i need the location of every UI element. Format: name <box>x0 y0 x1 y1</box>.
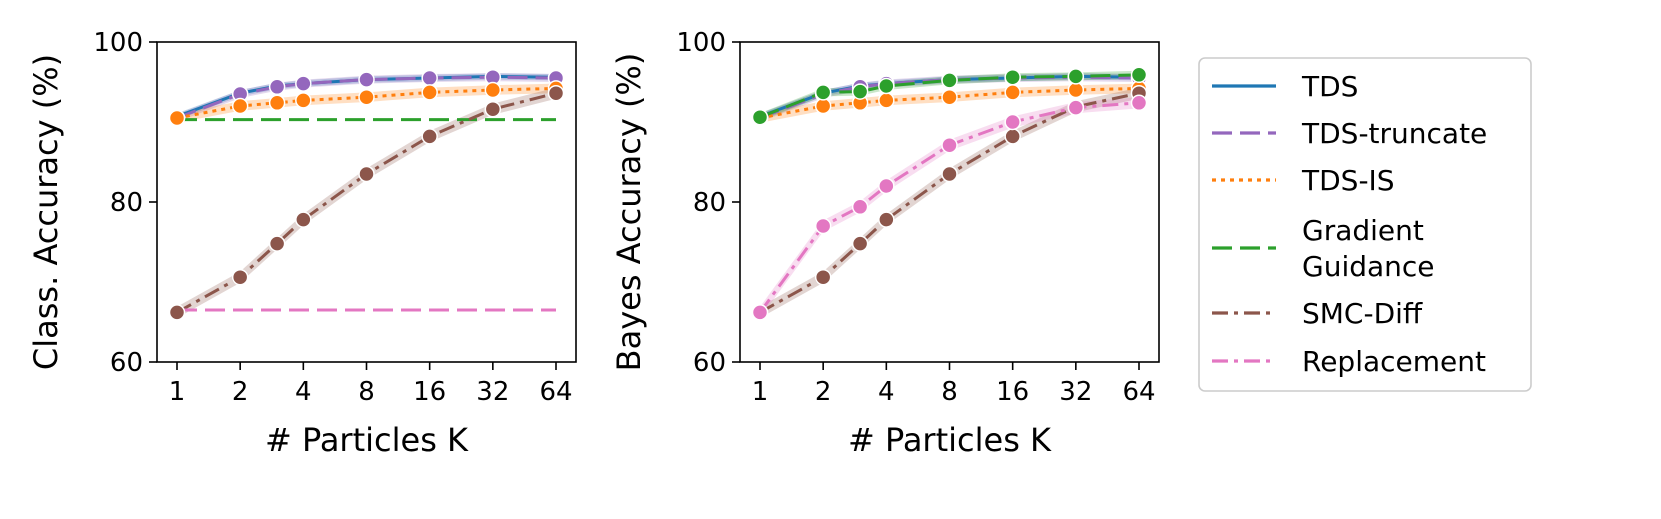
y-axis-label: Class. Accuracy (%) <box>27 54 65 370</box>
point-smc-diff-k8 <box>358 165 375 183</box>
point-smc-diff-k8 <box>941 165 958 183</box>
point-tds-is-k4 <box>295 92 312 109</box>
plot-area <box>168 68 565 321</box>
legend-label-tds-truncate: TDS-truncate <box>1301 117 1487 150</box>
x-tick-label: 64 <box>1122 377 1155 407</box>
point-tds-truncate-k16 <box>421 69 438 87</box>
point-tds-is-k16 <box>1004 84 1021 101</box>
point-gradient-guidance-k8 <box>941 72 958 89</box>
band-tds-is <box>177 83 556 123</box>
series-line-smc-diff <box>176 91 557 314</box>
point-gradient-guidance-k16 <box>1004 68 1021 86</box>
point-tds-is-k1 <box>168 109 186 127</box>
point-tds-truncate-k4 <box>295 75 312 92</box>
legend-box <box>1198 57 1532 392</box>
point-replacement-k4 <box>878 177 895 195</box>
point-gradient-guidance-k4 <box>878 77 895 95</box>
point-gradient-guidance-k1 <box>751 108 769 126</box>
x-tick-label: 16 <box>996 377 1029 407</box>
x-tick-label: 64 <box>539 377 572 407</box>
x-axis-label: # Particles K <box>265 421 469 459</box>
point-gradient-guidance-k32 <box>1067 68 1085 85</box>
point-smc-diff-k4 <box>295 211 312 228</box>
point-tds-is-k8 <box>358 88 375 106</box>
point-smc-diff-k16 <box>1004 128 1021 145</box>
y-tick-label: 60 <box>110 348 143 378</box>
point-smc-diff-k3 <box>851 235 869 252</box>
band-smc-diff <box>760 87 1139 318</box>
point-gradient-guidance-k2 <box>814 84 832 101</box>
legend-label-gradient-guidance: Gradient Guidance <box>1302 214 1435 283</box>
x-tick-label: 4 <box>878 377 895 407</box>
point-smc-diff-k3 <box>268 235 286 252</box>
plot-area <box>751 66 1148 321</box>
point-tds-is-k16 <box>421 84 438 101</box>
point-tds-is-k32 <box>1067 81 1085 99</box>
point-tds-is-k2 <box>814 97 832 115</box>
series-line-tds-is <box>759 86 1140 120</box>
legend-label-line: Gradient <box>1302 214 1424 247</box>
x-tick-label: 1 <box>752 377 769 407</box>
series-line-tds-is <box>176 86 557 120</box>
x-tick-label: 32 <box>476 377 509 407</box>
point-tds-is-k4 <box>878 92 895 109</box>
x-tick-label: 2 <box>232 377 249 407</box>
point-gradient-guidance-k64 <box>1130 66 1148 84</box>
legend-label-line: Guidance <box>1302 250 1435 283</box>
x-tick-label: 1 <box>169 377 186 407</box>
point-tds-is-k8 <box>941 88 958 106</box>
point-smc-diff-k2 <box>814 268 832 286</box>
point-replacement-k64 <box>1130 94 1148 112</box>
y-tick-label: 60 <box>693 348 726 378</box>
legend-label-tds-is: TDS-IS <box>1301 164 1395 197</box>
x-tick-label: 2 <box>815 377 832 407</box>
panel-class-accuracy: 1 2 4 8 16 32 64 60 80 100 # Particles K Class. Acc… <box>27 28 577 459</box>
y-tick-label: 80 <box>110 188 143 218</box>
x-tick-label: 8 <box>941 377 958 407</box>
band-smc-diff <box>177 87 556 318</box>
panel-bayes-accuracy: 1 2 4 8 16 32 64 60 80 100 # Particles K Bayes Accu… <box>610 28 1160 459</box>
x-tick-label: 8 <box>358 377 375 407</box>
y-tick-label: 100 <box>93 28 143 58</box>
series-line-smc-diff <box>759 91 1140 314</box>
legend-label-replacement: Replacement <box>1302 345 1486 378</box>
y-tick-label: 80 <box>693 188 726 218</box>
point-tds-truncate-k3 <box>268 78 286 96</box>
point-tds-is-k3 <box>268 94 286 112</box>
point-replacement-k32 <box>1067 99 1085 116</box>
x-tick-label: 16 <box>413 377 446 407</box>
point-replacement-k3 <box>851 198 869 216</box>
point-smc-diff-k16 <box>421 128 438 145</box>
point-tds-is-k2 <box>231 97 249 115</box>
point-replacement-k8 <box>941 136 958 154</box>
x-tick-label: 4 <box>295 377 312 407</box>
point-smc-diff-k32 <box>484 100 502 118</box>
y-axis-label: Bayes Accuracy (%) <box>610 53 648 372</box>
point-gradient-guidance-k3 <box>851 83 869 100</box>
x-tick-label: 32 <box>1059 377 1092 407</box>
point-tds-is-k32 <box>484 81 502 99</box>
band-tds-is <box>760 83 1139 123</box>
point-smc-diff-k4 <box>878 211 895 228</box>
legend-label-tds: TDS <box>1301 70 1358 103</box>
point-replacement-k1 <box>751 304 769 321</box>
point-replacement-k2 <box>814 217 832 235</box>
x-axis-label: # Particles K <box>848 421 1052 459</box>
point-smc-diff-k1 <box>168 304 186 321</box>
legend-label-smc-diff: SMC-Diff <box>1302 297 1423 330</box>
y-tick-label: 100 <box>676 28 726 58</box>
point-smc-diff-k64 <box>547 84 565 102</box>
point-smc-diff-k2 <box>231 268 249 286</box>
point-tds-truncate-k8 <box>358 71 375 88</box>
legend: TDS TDS-truncate TDS-IS Gradient Guidance SMC… <box>1198 57 1532 392</box>
point-replacement-k16 <box>1004 113 1021 131</box>
